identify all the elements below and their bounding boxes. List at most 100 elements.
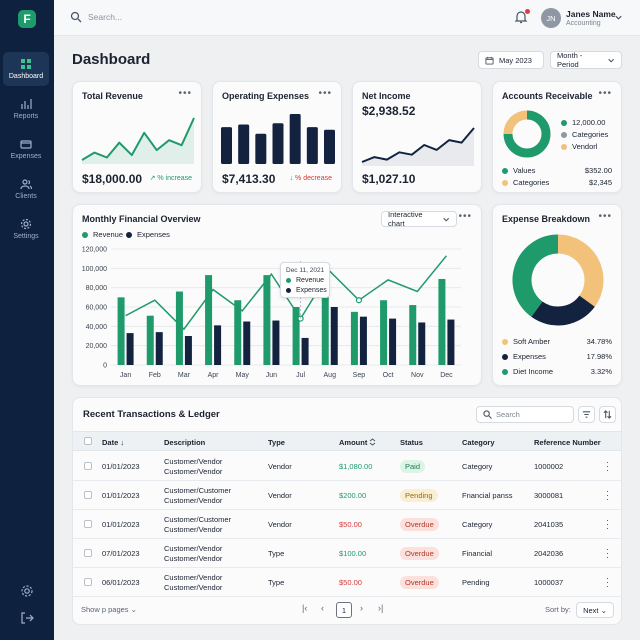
revenue-bar[interactable] xyxy=(175,291,183,365)
expenses-bar[interactable] xyxy=(389,318,397,365)
chevron-down-icon[interactable] xyxy=(614,13,623,22)
revenue-bar[interactable] xyxy=(263,275,271,365)
app-logo[interactable]: F xyxy=(18,10,36,28)
row-checkbox[interactable] xyxy=(84,578,92,586)
cell-category: Financial xyxy=(462,549,493,558)
period-select[interactable]: Month - Period xyxy=(550,51,622,69)
sidebar-item-settings[interactable]: Settings xyxy=(3,212,49,246)
chart-mode-select[interactable]: Interactive chart xyxy=(381,210,457,228)
more-options-icon[interactable]: ••• xyxy=(458,211,472,222)
expenses-bar[interactable] xyxy=(184,336,192,365)
expenses-bar[interactable] xyxy=(126,333,134,365)
table-row[interactable]: 01/01/2023 Customer/Vendor Customer/Vendor… xyxy=(73,452,621,481)
col-reference[interactable]: Reference Number xyxy=(534,438,601,447)
row-actions-icon[interactable]: · · · xyxy=(606,486,609,504)
table-row[interactable]: 06/01/2023 Customer/Vendor Customer/Vendor… xyxy=(73,568,621,597)
row-checkbox[interactable] xyxy=(84,549,92,557)
more-options-icon[interactable]: ••• xyxy=(318,88,332,99)
row-checkbox[interactable] xyxy=(84,491,92,499)
revenue-bar[interactable] xyxy=(234,300,242,365)
col-type[interactable]: Type xyxy=(268,438,285,447)
transactions-search-input[interactable]: Search xyxy=(476,406,574,423)
sidebar-item-reports[interactable]: Reports xyxy=(3,92,49,126)
mini-bar xyxy=(238,124,250,164)
table-row[interactable]: 01/01/2023 Customer/Customer Customer/Vend… xyxy=(73,510,621,539)
expenses-bar[interactable] xyxy=(418,322,426,365)
expenses-bar[interactable] xyxy=(214,325,222,365)
cell-reference: 2041035 xyxy=(534,520,564,529)
show-pages-select[interactable]: Show p pages ⌄ xyxy=(81,605,137,614)
cell-description: Customer/Customer xyxy=(164,515,232,524)
cell-reference: 3000081 xyxy=(534,491,564,500)
expenses-bar[interactable] xyxy=(330,307,338,365)
revenue-bar[interactable] xyxy=(409,305,417,365)
expenses-bar[interactable] xyxy=(359,316,367,365)
cell-amount: $100.00 xyxy=(339,549,367,558)
revenue-bar[interactable] xyxy=(438,278,446,365)
sort-icon xyxy=(603,410,612,419)
trend-point[interactable] xyxy=(355,297,363,304)
more-options-icon[interactable]: ••• xyxy=(598,211,612,222)
revenue-bar[interactable] xyxy=(205,275,213,365)
more-options-icon[interactable]: ••• xyxy=(598,88,612,99)
more-options-icon[interactable]: ••• xyxy=(178,88,192,99)
revenue-bar[interactable] xyxy=(117,297,125,365)
row-checkbox[interactable] xyxy=(84,462,92,470)
select-all-checkbox[interactable] xyxy=(84,437,92,445)
revenue-bar[interactable] xyxy=(321,282,329,365)
current-page[interactable]: 1 xyxy=(336,602,352,618)
sort-arrows-icon[interactable] xyxy=(369,438,376,446)
kpi-value: $18,000.00 xyxy=(82,172,143,186)
next-page-arrow[interactable]: › xyxy=(360,603,363,613)
col-amount[interactable]: Amount xyxy=(339,438,368,447)
filter-button[interactable] xyxy=(578,406,595,423)
expenses-bar[interactable] xyxy=(243,321,251,366)
global-search[interactable]: Search... xyxy=(70,11,122,23)
row-actions-icon[interactable]: · · · xyxy=(606,515,609,533)
last-page-button[interactable]: ›| xyxy=(378,603,384,613)
sidebar-item-clients[interactable]: Clients xyxy=(3,172,49,206)
col-description[interactable]: Description xyxy=(164,438,206,447)
status-badge: Overdue xyxy=(400,576,439,589)
mini-bar xyxy=(272,123,284,164)
revenue-bar[interactable] xyxy=(292,307,300,365)
settings-gear-icon[interactable] xyxy=(20,584,34,598)
revenue-bar[interactable] xyxy=(380,300,388,365)
bell-icon[interactable] xyxy=(514,10,528,24)
revenue-bar[interactable] xyxy=(146,315,154,365)
prev-page-button[interactable]: ‹ xyxy=(321,603,324,613)
sidebar-item-expenses[interactable]: Expenses xyxy=(3,132,49,166)
date-picker-button[interactable]: May 2023 xyxy=(478,51,544,69)
table-row[interactable]: 07/01/2023 Customer/Vendor Customer/Vendor… xyxy=(73,539,621,568)
expenses-bar[interactable] xyxy=(272,320,280,365)
chevron-down-icon: ⌄ xyxy=(600,605,607,615)
kpi-card-accounts-receivable: Accounts Receivable ••• 12,000.00 Catego… xyxy=(492,81,622,193)
col-category[interactable]: Category xyxy=(462,438,495,447)
status-badge: Overdue xyxy=(400,518,439,531)
y-tick-label: 120,000 xyxy=(82,247,107,254)
logout-icon[interactable] xyxy=(20,611,34,625)
col-date[interactable]: Date ↓ xyxy=(102,438,125,447)
expenses-bar[interactable] xyxy=(155,332,163,365)
revenue-bar[interactable] xyxy=(350,311,358,365)
row-actions-icon[interactable]: · · · xyxy=(606,544,609,562)
avatar[interactable]: JN xyxy=(541,8,561,28)
first-page-button[interactable]: |‹ xyxy=(302,603,308,613)
trend-increase: ↗ % increase xyxy=(149,175,192,182)
trend-point[interactable] xyxy=(297,315,304,322)
table-row[interactable]: 01/01/2023 Customer/Customer Customer/Vend… xyxy=(73,481,621,510)
expenses-bar[interactable] xyxy=(301,337,309,365)
row-actions-icon[interactable]: · · · xyxy=(606,457,609,475)
user-name[interactable]: Janes Name xyxy=(566,9,616,19)
cell-description: Customer/Vendor xyxy=(164,544,223,553)
expenses-bar[interactable] xyxy=(447,319,455,365)
col-status[interactable]: Status xyxy=(400,438,423,447)
row-actions-icon[interactable]: · · · xyxy=(606,573,609,591)
legend-label: Diet Income xyxy=(513,367,554,376)
sort-button[interactable] xyxy=(599,406,616,423)
sort-by-select[interactable]: Next ⌄ xyxy=(576,602,614,618)
row-checkbox[interactable] xyxy=(84,520,92,528)
monthly-overview-chart[interactable]: 0 20,000 40,000 60,000 80,000 100,000 120,000 J… xyxy=(73,241,481,383)
sidebar-item-dashboard[interactable]: Dashboard xyxy=(3,52,49,86)
x-tick-label: Dec xyxy=(440,372,453,379)
